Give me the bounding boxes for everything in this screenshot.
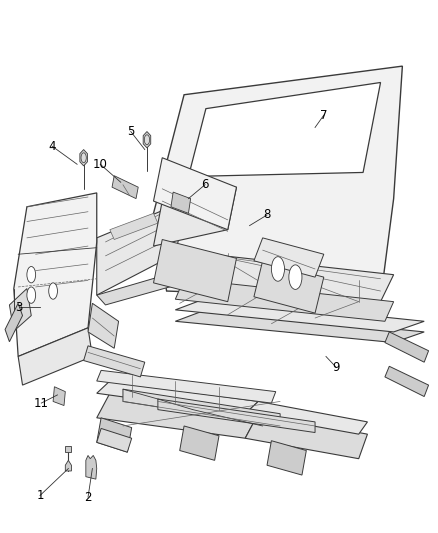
- Polygon shape: [65, 461, 71, 471]
- Text: 10: 10: [93, 158, 108, 171]
- Polygon shape: [245, 401, 367, 434]
- Polygon shape: [385, 332, 428, 362]
- Polygon shape: [84, 346, 145, 377]
- Polygon shape: [180, 426, 219, 461]
- Polygon shape: [97, 274, 175, 305]
- Polygon shape: [97, 205, 184, 295]
- Polygon shape: [110, 213, 158, 239]
- Circle shape: [289, 265, 302, 289]
- Polygon shape: [143, 132, 151, 148]
- Polygon shape: [53, 387, 65, 406]
- Circle shape: [272, 257, 285, 281]
- Polygon shape: [18, 328, 92, 385]
- Polygon shape: [97, 381, 258, 414]
- Polygon shape: [153, 239, 237, 302]
- Polygon shape: [86, 455, 97, 479]
- Polygon shape: [5, 303, 22, 342]
- Polygon shape: [97, 429, 132, 452]
- Polygon shape: [123, 389, 280, 426]
- Circle shape: [27, 287, 35, 303]
- Polygon shape: [10, 288, 31, 331]
- Text: 11: 11: [34, 397, 49, 409]
- Circle shape: [81, 153, 86, 163]
- Text: 6: 6: [201, 178, 209, 191]
- Polygon shape: [254, 261, 324, 313]
- Polygon shape: [188, 83, 381, 176]
- Polygon shape: [80, 150, 88, 166]
- Polygon shape: [112, 176, 138, 199]
- Polygon shape: [158, 399, 315, 432]
- Polygon shape: [267, 441, 306, 475]
- Polygon shape: [171, 192, 191, 213]
- Polygon shape: [97, 418, 132, 452]
- Polygon shape: [153, 158, 237, 230]
- Text: 2: 2: [84, 491, 92, 504]
- Polygon shape: [88, 303, 119, 348]
- Text: 3: 3: [15, 301, 23, 314]
- Text: 1: 1: [36, 489, 44, 502]
- Polygon shape: [166, 251, 394, 302]
- Polygon shape: [97, 393, 258, 438]
- Polygon shape: [14, 193, 97, 357]
- Polygon shape: [97, 370, 276, 403]
- Polygon shape: [175, 279, 394, 321]
- Polygon shape: [153, 187, 237, 246]
- Polygon shape: [175, 310, 424, 343]
- Circle shape: [145, 135, 150, 144]
- Text: 4: 4: [49, 140, 56, 153]
- Polygon shape: [175, 298, 424, 332]
- Circle shape: [27, 266, 35, 283]
- Polygon shape: [245, 414, 367, 459]
- Text: 9: 9: [332, 361, 340, 374]
- Polygon shape: [254, 238, 324, 277]
- Polygon shape: [65, 447, 71, 452]
- Text: 7: 7: [320, 109, 328, 122]
- Text: 8: 8: [263, 208, 271, 222]
- Circle shape: [49, 283, 57, 299]
- Polygon shape: [385, 366, 428, 397]
- Polygon shape: [153, 66, 403, 299]
- Text: 5: 5: [127, 125, 134, 138]
